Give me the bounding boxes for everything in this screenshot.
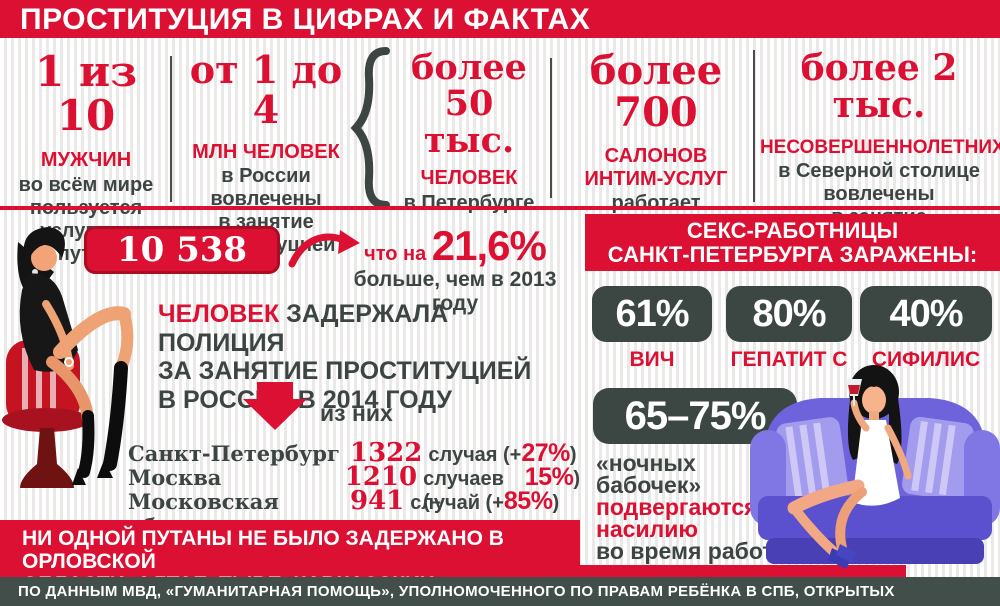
hiv-label: ВИЧ [629, 348, 675, 371]
woman-on-stool-illustration [2, 227, 134, 488]
growth-arrow-icon [288, 230, 360, 268]
city-paren: ) [569, 444, 577, 466]
stat-value: более 50 тыс. [411, 47, 527, 161]
curly-brace-icon [350, 47, 390, 209]
red-baseboard [580, 565, 906, 577]
woman-on-couch-illustration [750, 365, 1000, 569]
page-title: ПРОСТИТУЦИЯ В ЦИФРАХ И ФАКТАХ [0, 0, 1000, 38]
stat-subject: МУЖЧИН [40, 149, 132, 172]
violence-caption-part1: «ночных бабочек» [596, 450, 702, 498]
stat-value: от 1 до 4 [189, 47, 343, 132]
increase-line: что на 21,6% [336, 222, 574, 270]
statement-rest: ЗАДЕРЖАЛА ПОЛИЦИЯ ЗА ЗАНЯТИЕ ПРОСТИТУЦИЕ… [158, 300, 532, 414]
city-name: Санкт-Петербург [128, 441, 340, 466]
table-row: Московская область 941 случай (+ 85% ) [128, 486, 580, 539]
syphilis-label: СИФИЛИС [871, 348, 981, 371]
stat-subject: НЕСОВЕРШЕННОЛЕТНИХ [760, 136, 1000, 158]
city-name: Москва [128, 465, 222, 490]
no-arrests-note: НИ ОДНОЙ ПУТАНЫ НЕ БЫЛО ЗАДЕРЖАНО В ОРЛО… [0, 520, 580, 606]
city-unit: случай (+ [410, 492, 504, 514]
hiv-percentage-badge: 61% [592, 286, 712, 342]
stat-value: 1 из 10 [35, 47, 137, 140]
column-divider [753, 50, 755, 202]
city-change: 27% [521, 439, 570, 467]
stat-petersburg: более 50 тыс. ЧЕЛОВЕК в Петербурге [394, 47, 544, 215]
stat-subject: САЛОНОВ ИНТИМ-УСЛУГ [584, 145, 728, 190]
table-row: Москва 1210 случаев (– 15% ) [128, 462, 580, 513]
increase-value: 21,6% [431, 222, 547, 269]
down-arrow-icon [243, 382, 307, 430]
sources-footer: ПО ДАННЫМ МВД, «ГУМАНИТАРНАЯ ПОМОЩЬ», УП… [0, 577, 1000, 606]
table-row: Санкт-Петербург 1322 случая (+ 27% ) [128, 438, 580, 468]
of-them-label: из них [320, 400, 393, 426]
arrests-statement: ЧЕЛОВЕК ЗАДЕРЖАЛА ПОЛИЦИЯ ЗА ЗАНЯТИЕ ПРО… [158, 300, 578, 414]
increase-prefix: что на [364, 243, 432, 265]
city-cases: 1322 [350, 438, 423, 468]
stat-value: более 2 тыс. [800, 47, 958, 127]
column-divider [170, 56, 172, 202]
increase-suffix: больше, чем в 2013 году [353, 268, 557, 315]
cities-table: Санкт-Петербург 1322 случая (+ 27% ) Мос… [128, 438, 580, 539]
hepatitis-percentage-badge: 80% [726, 286, 852, 342]
infections-header: СЕКС-РАБОТНИЦЫ САНКТ-ПЕТЕРБУРГА ЗАРАЖЕНЫ… [585, 214, 1000, 271]
stat-caption: в Петербурге [403, 191, 535, 214]
city-change: 85% [503, 487, 553, 515]
stat-subject: МЛН ЧЕЛОВЕК [192, 141, 340, 164]
stat-subject: ЧЕЛОВЕК [420, 167, 518, 190]
section-divider-line [0, 206, 1000, 210]
violence-caption-part2: подвергаются насилию [596, 494, 758, 542]
hepatitis-label: ГЕПАТИТ С [730, 348, 848, 371]
city-paren: ) [552, 492, 560, 514]
city-cases: 941 [350, 486, 405, 516]
column-divider [550, 58, 552, 198]
city-unit: случаев (– [423, 468, 504, 513]
statement-highlight: ЧЕЛОВЕК [158, 300, 280, 328]
city-paren: ) [573, 468, 580, 490]
city-cases: 1210 [344, 462, 418, 492]
increase-vs-2013: что на 21,6% больше, чем в 2013 году [336, 222, 574, 316]
arrests-count-badge: 10 538 [84, 226, 280, 274]
syphilis-percentage-badge: 40% [860, 286, 992, 342]
city-change: 15% [524, 463, 574, 491]
stat-value: более 700 [589, 47, 723, 136]
city-unit: случая (+ [428, 444, 522, 466]
